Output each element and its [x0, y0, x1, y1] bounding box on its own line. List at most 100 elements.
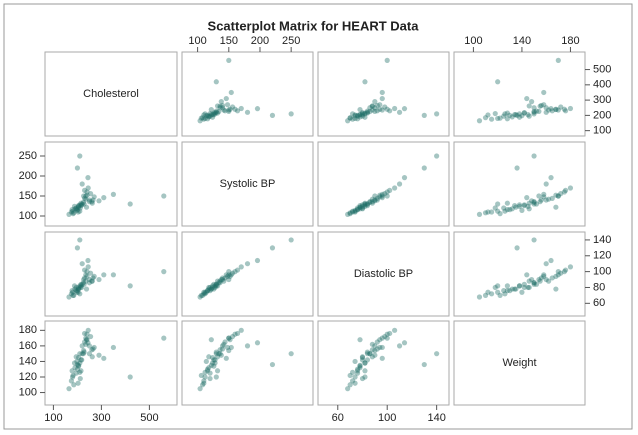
point: [203, 358, 209, 365]
point: [110, 344, 116, 351]
y-tick-label: 60: [593, 297, 605, 309]
point: [384, 193, 390, 199]
point: [70, 372, 76, 379]
point: [384, 106, 390, 112]
point: [502, 111, 508, 117]
point: [206, 114, 212, 120]
point: [218, 99, 224, 105]
point: [521, 110, 527, 116]
point: [70, 292, 76, 298]
point: [482, 210, 489, 216]
point: [392, 105, 398, 112]
point: [82, 330, 88, 337]
point: [372, 108, 378, 115]
point: [229, 333, 236, 340]
point: [357, 106, 363, 113]
point: [254, 340, 261, 346]
point: [345, 211, 351, 217]
point: [357, 363, 363, 369]
point: [359, 202, 366, 208]
point: [201, 378, 207, 384]
point: [543, 109, 549, 115]
x-tick-label: 140: [513, 35, 531, 47]
point: [359, 354, 366, 360]
point: [70, 289, 76, 295]
point: [543, 181, 549, 187]
point: [206, 354, 212, 360]
point: [345, 386, 351, 392]
point: [79, 343, 85, 349]
point: [492, 110, 498, 117]
point: [362, 110, 368, 116]
point: [77, 205, 83, 211]
point: [221, 341, 227, 347]
point: [354, 366, 361, 372]
point: [529, 276, 535, 283]
point: [387, 187, 393, 193]
point: [79, 201, 85, 207]
point: [82, 267, 88, 273]
point: [354, 207, 361, 213]
point: [78, 203, 84, 209]
point: [74, 165, 80, 171]
point: [76, 204, 82, 210]
point: [201, 116, 207, 122]
point: [434, 111, 440, 117]
panel: [453, 51, 586, 137]
point: [78, 368, 84, 374]
point: [396, 343, 403, 349]
point: [269, 112, 276, 118]
point: [516, 111, 523, 117]
point: [538, 275, 544, 281]
point: [396, 181, 403, 187]
point: [513, 204, 519, 210]
point: [377, 192, 383, 198]
point: [531, 105, 537, 111]
point: [495, 289, 501, 295]
point: [392, 327, 398, 333]
point: [384, 57, 390, 64]
point: [216, 108, 222, 115]
point: [521, 281, 527, 287]
point: [73, 370, 79, 376]
y-tick-label: 300: [593, 94, 611, 106]
point: [541, 272, 547, 278]
point: [421, 361, 427, 368]
point: [204, 288, 211, 294]
point: [362, 202, 368, 208]
point: [127, 201, 133, 207]
point: [211, 286, 217, 292]
point: [531, 109, 537, 115]
point: [78, 281, 84, 287]
point: [369, 107, 375, 113]
point: [71, 210, 77, 216]
point: [202, 291, 208, 297]
point: [359, 110, 366, 116]
point: [85, 264, 91, 270]
point: [516, 283, 523, 289]
point: [84, 273, 90, 279]
point: [90, 346, 96, 352]
panel: [44, 231, 178, 317]
point: [485, 112, 491, 118]
point: [76, 203, 82, 209]
point: [489, 209, 495, 215]
x-tick-label: 100: [464, 35, 482, 47]
point: [541, 89, 547, 96]
x-tick-label: 180: [561, 35, 579, 47]
point: [88, 333, 94, 340]
point: [357, 112, 363, 118]
point: [519, 207, 525, 213]
point: [198, 115, 204, 121]
point: [352, 374, 358, 380]
point: [84, 269, 90, 275]
point: [81, 201, 87, 207]
point: [84, 331, 90, 337]
point: [219, 275, 226, 281]
point: [352, 208, 358, 214]
variable-label: Weight: [502, 357, 536, 369]
point: [204, 116, 211, 122]
point: [84, 189, 90, 195]
point: [514, 165, 520, 171]
point: [495, 79, 501, 85]
